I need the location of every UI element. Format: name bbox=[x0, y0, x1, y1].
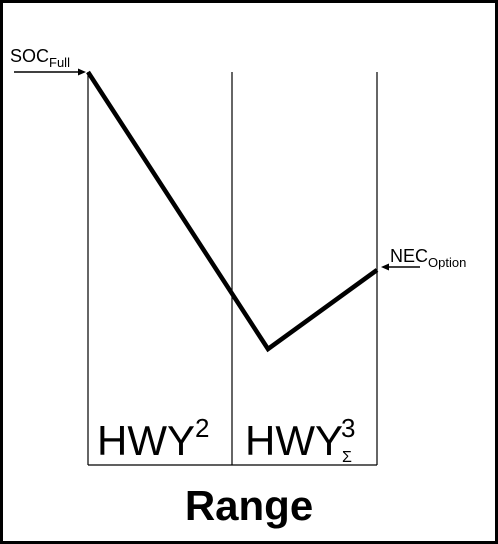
label-main: HWY bbox=[97, 417, 195, 464]
segment-label: HWY2 bbox=[97, 413, 209, 464]
label-sup: 2 bbox=[195, 413, 209, 443]
start-label: SOCFull bbox=[10, 46, 70, 70]
arrow-head bbox=[381, 263, 389, 271]
soc-trace bbox=[86, 70, 379, 353]
label-sub: Option bbox=[428, 255, 466, 270]
label-main: SOC bbox=[10, 46, 49, 66]
region-lines bbox=[87, 72, 378, 466]
label-sup: 3 bbox=[341, 413, 355, 443]
arrow-head bbox=[78, 68, 86, 76]
label-main: NEC bbox=[390, 246, 428, 266]
label-sub: Full bbox=[49, 55, 70, 70]
label-sub: Σ bbox=[342, 449, 352, 466]
axis-label: Range bbox=[185, 482, 313, 529]
segment-label: HWY bbox=[245, 417, 343, 464]
arrows bbox=[14, 68, 420, 271]
end-label: NECOption bbox=[390, 246, 466, 270]
